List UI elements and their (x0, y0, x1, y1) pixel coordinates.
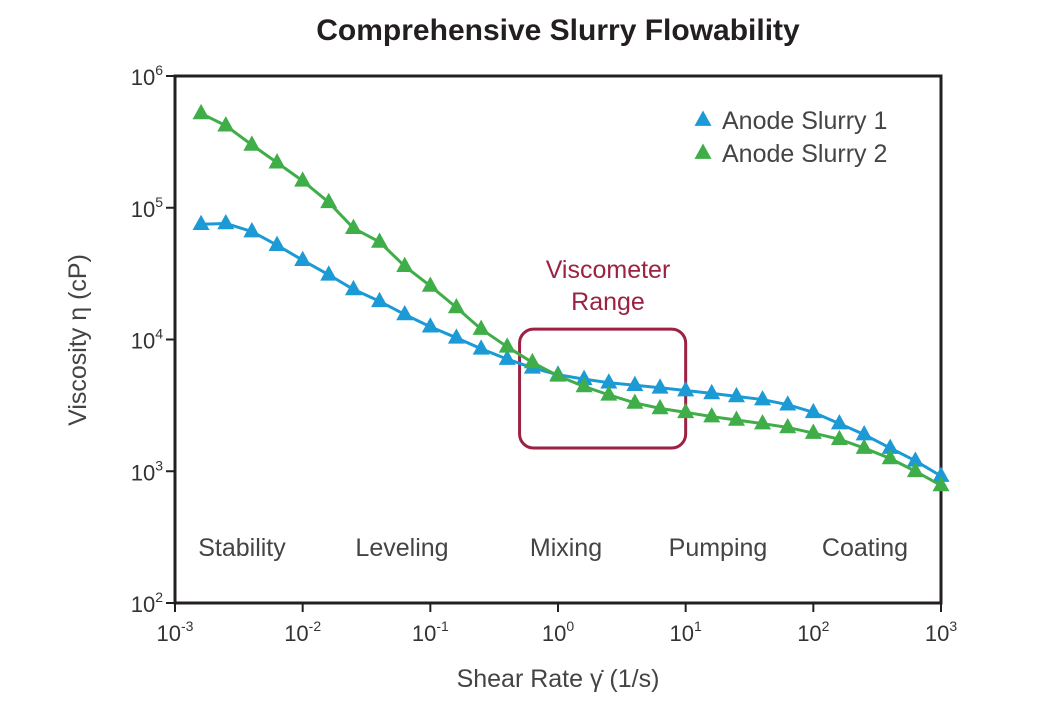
data-point-anode-slurry-2 (217, 116, 235, 132)
data-point-anode-slurry-2 (677, 402, 695, 419)
data-point-anode-slurry-2 (804, 423, 822, 439)
x-axis: 10-3 10-2 10-1 100 101 102 103 (157, 603, 957, 646)
data-point-anode-slurry-1 (881, 438, 899, 454)
data-point-anode-slurry-1 (498, 349, 516, 365)
data-point-anode-slurry-2 (906, 461, 924, 478)
x-tick-label: 103 (925, 618, 957, 646)
legend-marker-anode-slurry-2 (694, 143, 712, 159)
data-point-anode-slurry-1 (703, 383, 721, 400)
region-stability: Stability (198, 534, 286, 562)
data-point-anode-slurry-1 (421, 317, 439, 333)
data-point-anode-slurry-2 (703, 407, 721, 423)
data-point-anode-slurry-1 (472, 339, 490, 355)
data-point-anode-slurry-2 (523, 352, 541, 369)
annotation-line-2: Range (571, 288, 645, 316)
x-tick-label: 10-2 (284, 618, 321, 646)
y-tick-label: 105 (131, 194, 163, 222)
data-point-anode-slurry-2 (344, 218, 362, 234)
region-coating: Coating (822, 534, 908, 562)
data-point-anode-slurry-1 (855, 425, 873, 441)
data-point-anode-slurry-1 (727, 386, 745, 403)
x-tick-label: 102 (797, 618, 829, 646)
data-point-anode-slurry-1 (779, 395, 797, 411)
data-point-anode-slurry-2 (855, 438, 873, 454)
data-point-anode-slurry-2 (830, 429, 848, 446)
legend-marker-anode-slurry-1 (694, 110, 712, 126)
data-point-anode-slurry-1 (371, 291, 389, 308)
x-tick-label: 101 (670, 618, 702, 646)
data-point-anode-slurry-2 (575, 376, 593, 393)
data-point-anode-slurry-2 (421, 276, 439, 292)
y-axis-label: Viscosity η (cP) (64, 254, 92, 426)
data-point-anode-slurry-1 (320, 265, 338, 281)
x-tick-label: 10-1 (412, 618, 449, 646)
y-tick-label: 104 (131, 326, 163, 354)
y-tick-label: 102 (131, 589, 163, 617)
data-point-anode-slurry-1 (192, 214, 210, 231)
data-point-anode-slurry-1 (396, 304, 414, 321)
data-point-anode-slurry-1 (651, 378, 669, 394)
data-point-anode-slurry-2 (779, 417, 797, 434)
annotation-line-1: Viscometer (546, 256, 671, 284)
data-point-anode-slurry-1 (754, 390, 772, 406)
region-leveling: Leveling (355, 534, 448, 562)
y-axis: 102 103 104 105 106 (131, 62, 175, 617)
data-point-anode-slurry-1 (268, 235, 286, 251)
data-point-anode-slurry-2 (498, 337, 516, 353)
data-point-anode-slurry-2 (472, 319, 490, 335)
data-point-anode-slurry-2 (626, 393, 644, 409)
data-point-anode-slurry-2 (294, 171, 312, 187)
data-point-anode-slurry-1 (906, 451, 924, 467)
region-mixing: Mixing (530, 534, 602, 562)
data-point-anode-slurry-2 (600, 385, 618, 401)
data-point-anode-slurry-1 (243, 222, 261, 238)
x-tick-label: 100 (542, 618, 574, 646)
data-point-anode-slurry-1 (344, 279, 362, 296)
data-point-anode-slurry-1 (932, 466, 950, 482)
data-point-anode-slurry-2 (371, 232, 389, 248)
data-point-anode-slurry-1 (294, 250, 312, 266)
x-tick-label: 10-3 (157, 618, 194, 646)
data-point-anode-slurry-2 (243, 135, 261, 151)
data-point-anode-slurry-2 (727, 410, 745, 426)
data-point-anode-slurry-1 (600, 373, 618, 389)
data-point-anode-slurry-1 (217, 213, 235, 230)
y-tick-label: 103 (131, 457, 163, 485)
series-layer (192, 103, 950, 492)
data-point-anode-slurry-1 (804, 402, 822, 419)
data-point-anode-slurry-2 (754, 414, 772, 430)
data-point-anode-slurry-1 (626, 375, 644, 392)
data-point-anode-slurry-2 (881, 448, 899, 465)
chart-title: Comprehensive Slurry Flowability (316, 14, 800, 47)
data-point-anode-slurry-1 (447, 328, 465, 344)
y-tick-label: 106 (131, 62, 163, 90)
data-point-anode-slurry-1 (677, 381, 695, 397)
data-point-anode-slurry-2 (268, 153, 286, 169)
data-point-anode-slurry-2 (192, 103, 210, 120)
data-point-anode-slurry-1 (830, 414, 848, 430)
data-point-anode-slurry-2 (549, 366, 567, 382)
x-axis-label: Shear Rate γ̇ (1/s) (457, 665, 660, 693)
data-point-anode-slurry-2 (651, 398, 669, 415)
data-point-anode-slurry-2 (447, 297, 465, 314)
region-pumping: Pumping (669, 534, 768, 562)
legend-label-anode-slurry-2: Anode Slurry 2 (722, 140, 887, 168)
data-point-anode-slurry-2 (932, 475, 950, 492)
data-point-anode-slurry-2 (320, 192, 338, 209)
legend-label-anode-slurry-1: Anode Slurry 1 (722, 107, 887, 135)
data-point-anode-slurry-2 (396, 256, 414, 273)
legend: Anode Slurry 1 Anode Slurry 2 (694, 107, 887, 168)
